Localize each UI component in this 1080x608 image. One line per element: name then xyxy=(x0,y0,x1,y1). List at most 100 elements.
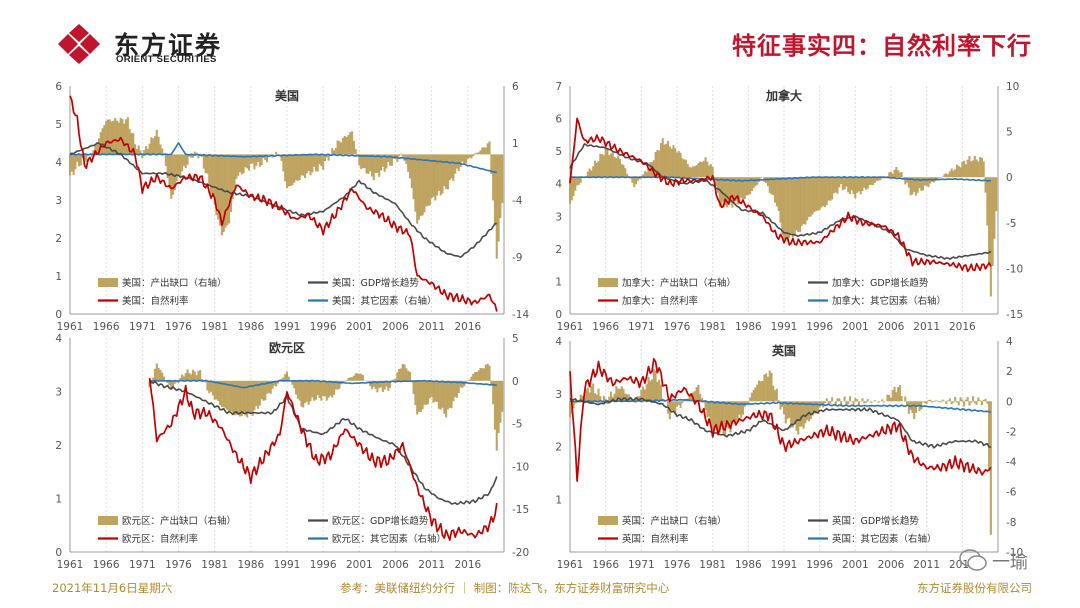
output-gap-bar xyxy=(848,396,851,402)
output-gap-bar xyxy=(681,401,684,404)
y-tick-label: 1 xyxy=(555,494,562,506)
output-gap-bar xyxy=(717,177,720,193)
logo-chinese-name: 东方证券 xyxy=(114,31,223,60)
output-gap-bar xyxy=(647,377,650,402)
output-gap-bar xyxy=(351,131,354,155)
output-gap-bar xyxy=(642,174,645,178)
output-gap-bar xyxy=(168,380,171,386)
wechat-icon xyxy=(959,549,987,571)
output-gap-bar xyxy=(634,177,637,185)
output-gap-bar xyxy=(195,152,198,155)
output-gap-bar xyxy=(718,177,721,207)
output-gap-bar xyxy=(581,395,584,402)
output-gap-bar xyxy=(85,154,88,162)
legend-label: 加拿大：其它因素（右轴） xyxy=(832,295,946,307)
output-gap-bar xyxy=(615,158,618,178)
output-gap-bar xyxy=(795,177,798,231)
output-gap-bar xyxy=(488,365,491,381)
output-gap-bar xyxy=(313,380,316,401)
output-gap-bar xyxy=(659,143,662,178)
output-gap-bar xyxy=(677,151,680,178)
output-gap-bar xyxy=(911,177,914,195)
output-gap-bar xyxy=(740,177,743,198)
output-gap-bar xyxy=(199,370,202,381)
output-gap-bar xyxy=(153,136,157,155)
output-gap-bar xyxy=(688,166,691,178)
output-gap-bar xyxy=(681,158,684,178)
output-gap-bar xyxy=(97,138,100,155)
legend-label: 加拿大：GDP增长趋势 xyxy=(832,277,929,289)
output-gap-bar xyxy=(727,177,730,203)
output-gap-bar xyxy=(115,120,119,155)
output-gap-bar xyxy=(448,380,451,408)
output-gap-bar xyxy=(610,391,613,402)
output-gap-bar xyxy=(984,177,987,193)
output-gap-bar xyxy=(775,388,778,402)
output-gap-bar xyxy=(779,401,782,410)
output-gap-bar xyxy=(922,177,925,191)
output-gap-bar xyxy=(966,159,969,178)
output-gap-bar xyxy=(387,154,390,162)
output-gap-bar xyxy=(173,380,176,384)
y2-tick-label: 5 xyxy=(1006,127,1013,139)
legend-swatch xyxy=(98,278,118,287)
output-gap-bar xyxy=(602,155,605,178)
legend-swatch xyxy=(598,278,618,287)
output-gap-bar xyxy=(708,401,711,417)
output-gap-bar xyxy=(741,401,744,415)
output-gap-bar xyxy=(670,148,673,178)
output-gap-bar xyxy=(497,154,500,242)
output-gap-bar xyxy=(906,401,909,405)
output-gap-bar xyxy=(750,177,753,191)
output-gap-bar xyxy=(323,154,327,162)
output-gap-bar xyxy=(741,177,744,200)
output-gap-bar xyxy=(865,401,868,403)
output-gap-bar xyxy=(925,401,928,404)
x-tick-label: 2001 xyxy=(346,559,373,571)
output-gap-bar xyxy=(791,401,794,428)
y-tick-label: 4 xyxy=(55,157,62,169)
output-gap-bar xyxy=(608,154,611,178)
output-gap-bar xyxy=(105,120,108,155)
output-gap-bar xyxy=(161,372,164,381)
natural-rate-line xyxy=(69,95,498,312)
output-gap-bar xyxy=(765,373,768,402)
output-gap-bar xyxy=(479,367,482,381)
output-gap-bar xyxy=(327,380,330,398)
output-gap-bar xyxy=(870,177,873,185)
output-gap-bar xyxy=(574,401,577,404)
output-gap-bar xyxy=(964,164,967,178)
output-gap-bar xyxy=(843,177,846,190)
output-gap-bar xyxy=(334,380,337,390)
output-gap-bar xyxy=(968,401,971,406)
output-gap-bar xyxy=(750,392,753,402)
output-gap-bar xyxy=(577,177,580,185)
output-gap-bar xyxy=(211,154,214,197)
output-gap-bar xyxy=(461,154,464,162)
output-gap-bar xyxy=(957,165,960,178)
output-gap-bar xyxy=(264,154,267,161)
output-gap-bar xyxy=(820,401,823,406)
output-gap-bar xyxy=(220,154,223,236)
output-gap-bar xyxy=(889,397,893,402)
output-gap-bar xyxy=(663,144,666,178)
output-gap-bar xyxy=(988,401,991,470)
output-gap-bar xyxy=(982,399,985,402)
output-gap-bar xyxy=(121,119,124,155)
legend-label: 英国：自然利率 xyxy=(622,533,689,545)
output-gap-bar xyxy=(318,380,321,399)
x-tick-label: 1966 xyxy=(93,559,120,571)
output-gap-bar xyxy=(242,154,245,174)
output-gap-bar xyxy=(786,401,789,419)
output-gap-bar xyxy=(464,380,468,382)
output-gap-bar xyxy=(289,154,292,186)
output-gap-bar xyxy=(832,177,835,194)
output-gap-bar xyxy=(354,149,357,155)
output-gap-bar xyxy=(342,137,345,155)
y2-tick-label: -4 xyxy=(512,195,523,207)
output-gap-bar xyxy=(941,399,944,402)
output-gap-bar xyxy=(177,154,180,177)
output-gap-bar xyxy=(222,380,225,407)
output-gap-bar xyxy=(403,154,406,161)
output-gap-bar xyxy=(338,380,341,389)
